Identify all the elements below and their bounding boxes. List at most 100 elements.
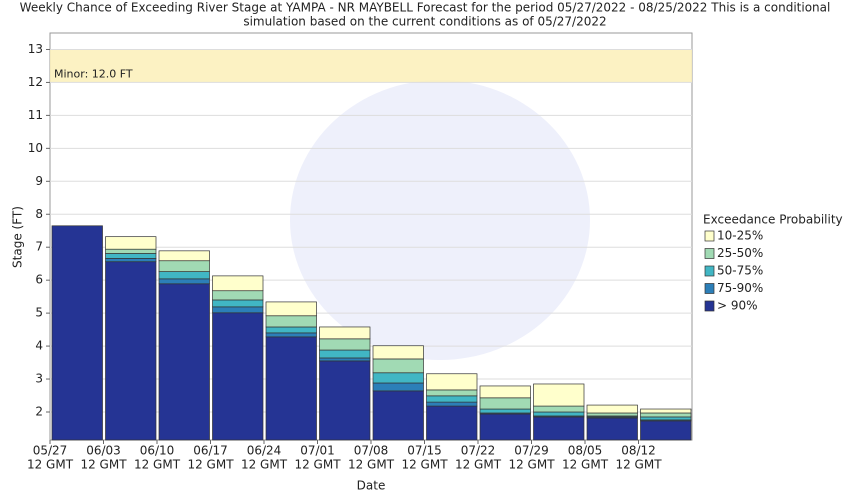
flood-band	[50, 49, 692, 83]
bar-segment	[479, 397, 531, 410]
bar-segment	[640, 416, 692, 421]
bar-segment	[212, 306, 264, 314]
x-tick-label: 07/22	[461, 444, 496, 458]
bar-segment	[533, 405, 585, 413]
x-tick-label: 06/10	[140, 444, 175, 458]
legend-label: > 90%	[717, 299, 758, 313]
x-tick-label: 06/24	[247, 444, 282, 458]
x-tick-sublabel: 12 GMT	[27, 458, 74, 472]
x-tick-label: 05/27	[33, 444, 68, 458]
x-tick-label: 07/15	[407, 444, 442, 458]
bar-segment	[372, 372, 424, 384]
y-tick-label: 2	[35, 404, 43, 418]
x-tick-sublabel: 12 GMT	[294, 458, 341, 472]
y-tick-label: 13	[28, 42, 43, 56]
x-tick-sublabel: 12 GMT	[241, 458, 288, 472]
bar-segment	[372, 390, 424, 441]
bar-segment	[212, 299, 264, 308]
y-tick-label: 8	[35, 207, 43, 221]
bar-segment	[533, 416, 585, 441]
legend-label: 50-75%	[717, 264, 763, 278]
bar-segment	[479, 408, 531, 414]
chart-title: Weekly Chance of Exceeding River Stage a…	[20, 1, 831, 15]
flood-label: Minor: 12.0 FT	[54, 67, 133, 80]
x-tick-label: 07/08	[354, 444, 389, 458]
bar-segment	[265, 336, 317, 441]
x-tick-label: 08/05	[568, 444, 603, 458]
bar-segment	[319, 349, 371, 359]
bar-segment	[265, 315, 317, 328]
bar-segment	[640, 408, 692, 414]
bar-segment	[158, 278, 210, 285]
legend-swatch	[704, 300, 715, 312]
bar-segment	[533, 411, 585, 417]
x-tick-label: 07/29	[514, 444, 549, 458]
bar-segment	[105, 258, 157, 263]
bar-segment	[372, 345, 424, 360]
bar-segment	[319, 357, 371, 362]
legend-label: 75-90%	[717, 281, 763, 295]
bar-segment	[319, 338, 371, 351]
chart-subtitle: simulation based on the current conditio…	[243, 15, 606, 29]
x-axis-label: Date	[357, 479, 386, 493]
legend-swatch	[704, 283, 715, 294]
bar-segment	[212, 275, 264, 292]
legend-swatch	[704, 230, 715, 242]
bar-segment	[426, 405, 478, 441]
y-tick-label: 6	[35, 273, 43, 287]
bar-segment	[212, 290, 264, 301]
x-tick-sublabel: 12 GMT	[80, 458, 127, 472]
bar-segment	[105, 261, 157, 441]
x-tick-label: 06/03	[86, 444, 121, 458]
bar-segment	[158, 271, 210, 280]
x-tick-label: 07/01	[300, 444, 335, 458]
bar-segment	[479, 385, 531, 399]
x-tick-label: 08/12	[621, 444, 656, 458]
legend-label: 25-50%	[717, 246, 763, 260]
y-tick-label: 7	[35, 240, 43, 254]
bar-segment	[426, 389, 478, 397]
legend-title: Exceedance Probability	[703, 213, 843, 227]
bar-segment	[479, 413, 531, 441]
bar-segment	[51, 225, 103, 441]
bar-segment	[265, 301, 317, 317]
bar-segment	[319, 326, 371, 340]
x-tick-label: 06/17	[193, 444, 228, 458]
x-tick-sublabel: 12 GMT	[615, 458, 662, 472]
x-tick-sublabel: 12 GMT	[187, 458, 234, 472]
x-tick-sublabel: 12 GMT	[401, 458, 448, 472]
y-tick-label: 10	[28, 141, 43, 155]
bar-segment	[105, 236, 157, 250]
bar-segment	[158, 250, 210, 262]
bar-segment	[426, 401, 478, 407]
bar-segment	[426, 373, 478, 391]
bar-segment	[640, 420, 692, 441]
legend-swatch	[704, 248, 715, 259]
bar-segment	[265, 326, 317, 334]
y-tick-label: 11	[28, 108, 43, 122]
legend-label: 10-25%	[717, 229, 763, 243]
bar-segment	[533, 383, 585, 407]
bar-segment	[265, 332, 317, 338]
bar-segment	[158, 260, 210, 272]
bar-segment	[212, 312, 264, 441]
y-tick-label: 12	[28, 75, 43, 89]
bar-segment	[319, 360, 371, 441]
x-tick-sublabel: 12 GMT	[508, 458, 555, 472]
x-tick-sublabel: 12 GMT	[455, 458, 502, 472]
bar-segment	[586, 404, 638, 414]
bar-segment	[158, 283, 210, 441]
bar-segment	[105, 253, 157, 259]
x-tick-sublabel: 12 GMT	[134, 458, 181, 472]
legend-swatch	[704, 265, 715, 277]
y-tick-label: 3	[35, 372, 43, 386]
bar-segment	[586, 417, 638, 441]
y-tick-label: 4	[35, 339, 43, 353]
y-axis-label: Stage (FT)	[11, 206, 25, 268]
bar-segment	[640, 412, 692, 418]
bar-segment	[586, 412, 638, 417]
bar-segment	[105, 248, 157, 254]
y-tick-label: 9	[35, 174, 43, 188]
watermark	[290, 80, 590, 360]
